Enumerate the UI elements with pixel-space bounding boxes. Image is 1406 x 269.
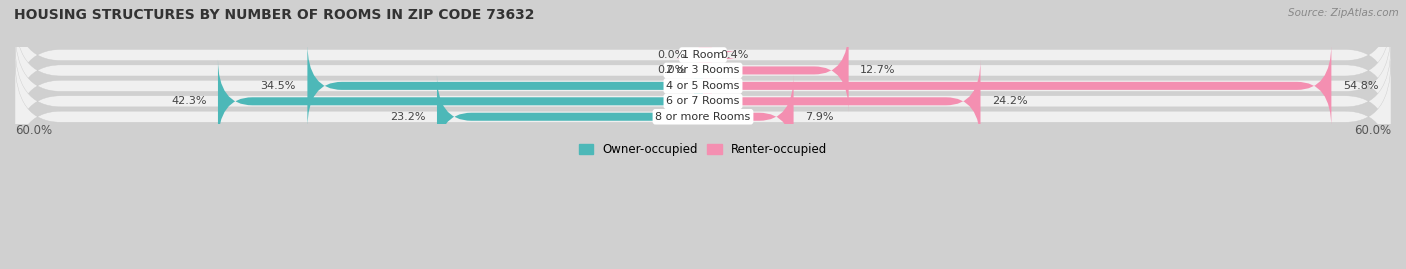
Text: 4 or 5 Rooms: 4 or 5 Rooms xyxy=(666,81,740,91)
Text: 60.0%: 60.0% xyxy=(15,125,52,137)
FancyBboxPatch shape xyxy=(15,45,1391,157)
Text: 54.8%: 54.8% xyxy=(1343,81,1378,91)
Legend: Owner-occupied, Renter-occupied: Owner-occupied, Renter-occupied xyxy=(574,139,832,161)
FancyBboxPatch shape xyxy=(703,28,849,113)
Text: 24.2%: 24.2% xyxy=(993,96,1028,106)
FancyBboxPatch shape xyxy=(703,75,793,159)
Text: 8 or more Rooms: 8 or more Rooms xyxy=(655,112,751,122)
FancyBboxPatch shape xyxy=(15,14,1391,127)
Text: 0.0%: 0.0% xyxy=(658,65,686,75)
Text: 7.9%: 7.9% xyxy=(806,112,834,122)
Text: 6 or 7 Rooms: 6 or 7 Rooms xyxy=(666,96,740,106)
Text: 0.4%: 0.4% xyxy=(720,50,748,60)
Text: 23.2%: 23.2% xyxy=(389,112,426,122)
Text: 0.0%: 0.0% xyxy=(658,50,686,60)
Text: 1 Room: 1 Room xyxy=(682,50,724,60)
FancyBboxPatch shape xyxy=(437,75,703,159)
Text: Source: ZipAtlas.com: Source: ZipAtlas.com xyxy=(1288,8,1399,18)
FancyBboxPatch shape xyxy=(15,30,1391,142)
FancyBboxPatch shape xyxy=(703,44,1331,128)
FancyBboxPatch shape xyxy=(703,59,980,144)
Text: 12.7%: 12.7% xyxy=(860,65,896,75)
FancyBboxPatch shape xyxy=(308,44,703,128)
Text: 2 or 3 Rooms: 2 or 3 Rooms xyxy=(666,65,740,75)
FancyBboxPatch shape xyxy=(15,61,1391,173)
FancyBboxPatch shape xyxy=(673,13,737,97)
Text: HOUSING STRUCTURES BY NUMBER OF ROOMS IN ZIP CODE 73632: HOUSING STRUCTURES BY NUMBER OF ROOMS IN… xyxy=(14,8,534,22)
Text: 60.0%: 60.0% xyxy=(1354,125,1391,137)
Text: 34.5%: 34.5% xyxy=(260,81,295,91)
FancyBboxPatch shape xyxy=(218,59,703,144)
Text: 42.3%: 42.3% xyxy=(172,96,207,106)
FancyBboxPatch shape xyxy=(15,0,1391,111)
